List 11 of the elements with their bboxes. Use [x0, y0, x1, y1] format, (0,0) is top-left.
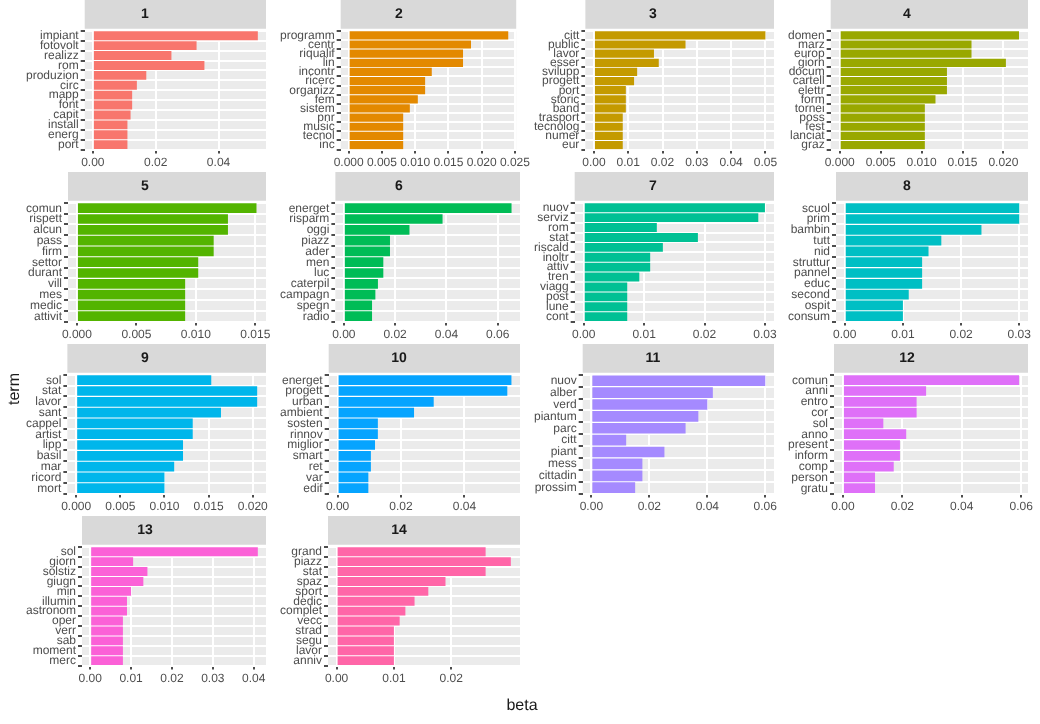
bar — [840, 131, 925, 141]
x-axis-title: beta — [504, 696, 540, 714]
bar — [349, 140, 404, 150]
bar — [840, 76, 947, 86]
bar — [349, 76, 426, 86]
y-axis-title: term — [5, 371, 23, 409]
bar — [594, 140, 623, 150]
bar — [594, 131, 623, 141]
bar — [594, 76, 635, 86]
bar — [840, 140, 925, 150]
bar — [349, 131, 404, 141]
